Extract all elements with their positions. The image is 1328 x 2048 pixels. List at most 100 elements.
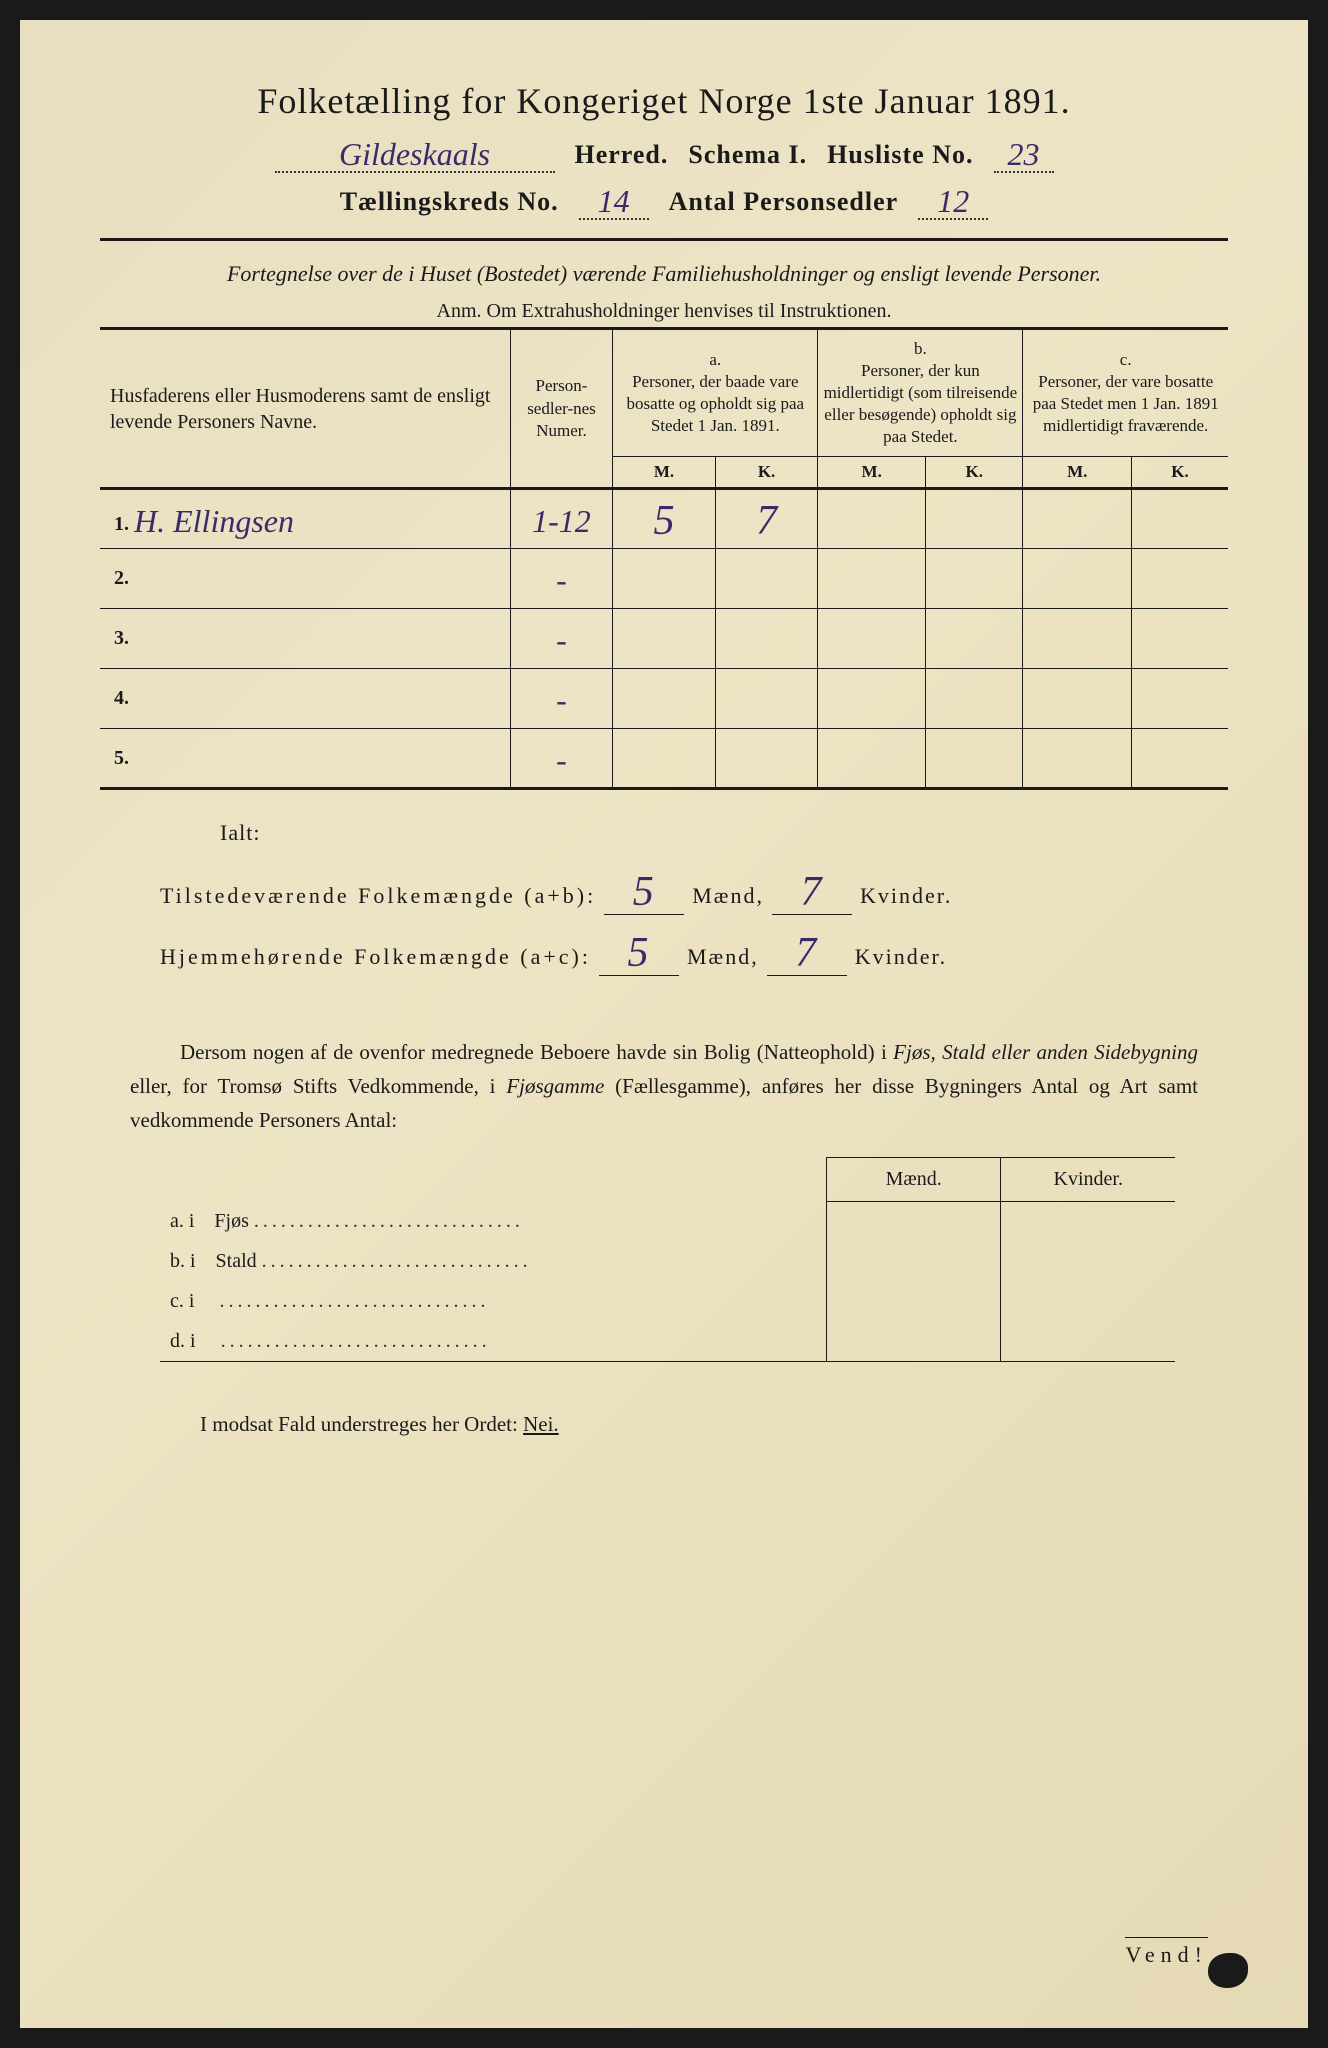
- row-num: 4.: [110, 687, 129, 709]
- row-a-k: 7: [715, 489, 818, 549]
- row-name: H. Ellingsen: [134, 503, 294, 539]
- col-c-label: c.: [1027, 349, 1224, 371]
- secondary-table: Mænd. Kvinder. a. i Fjøs ...............…: [160, 1157, 1175, 1362]
- taellingskreds-label: Tællingskreds No.: [340, 187, 559, 217]
- row-b-k: [926, 729, 1023, 789]
- col-a-m: M.: [613, 457, 716, 489]
- maend-label-2: Mænd,: [687, 944, 759, 970]
- row-num: 2.: [110, 567, 129, 589]
- total1-k-field: 7: [772, 866, 852, 915]
- page-title: Folketælling for Kongeriget Norge 1ste J…: [100, 80, 1228, 122]
- secondary-row: a. i Fjøs ..............................: [160, 1202, 1175, 1242]
- row-b-k: [926, 489, 1023, 549]
- row-name-cell: 2.: [100, 549, 510, 609]
- ialt-label: Ialt:: [220, 820, 1228, 846]
- total2-m-field: 5: [599, 927, 679, 976]
- row-c-m: [1023, 549, 1132, 609]
- sec-maend-cell: [827, 1242, 1001, 1282]
- schema-label: Schema I.: [688, 140, 807, 170]
- row-b-m: [818, 549, 926, 609]
- total1-k: 7: [800, 869, 823, 915]
- row-a-m: [613, 549, 716, 609]
- row-c-k: [1132, 489, 1228, 549]
- total1-m: 5: [633, 869, 656, 915]
- col-a-text: Personer, der baade vare bosatte og opho…: [617, 371, 813, 437]
- sec-label-cell: c. i ..............................: [160, 1282, 827, 1322]
- antal-value: 12: [937, 183, 969, 219]
- sec-kvinder-cell: [1001, 1282, 1175, 1322]
- row-c-k: [1132, 549, 1228, 609]
- row-b-m: [818, 729, 926, 789]
- header-row-1: Gildeskaals Herred. Schema I. Husliste N…: [100, 134, 1228, 173]
- antal-field: 12: [918, 181, 988, 220]
- col-header-numer: Person-sedler-nes Numer.: [510, 328, 613, 489]
- total1-m-field: 5: [604, 866, 684, 915]
- row-num: 5.: [110, 747, 129, 769]
- total2-k: 7: [795, 930, 818, 976]
- taellingskreds-field: 14: [579, 181, 649, 220]
- col-a-label: a.: [617, 349, 813, 371]
- sec-blank-header: [160, 1158, 827, 1202]
- footer-text: I modsat Fald understreges her Ordet:: [200, 1412, 518, 1436]
- sec-maend-cell: [827, 1202, 1001, 1242]
- kvinder-label-2: Kvinder.: [855, 944, 947, 970]
- row-a-m: [613, 669, 716, 729]
- row-b-k: [926, 609, 1023, 669]
- sec-kvinder-cell: [1001, 1322, 1175, 1362]
- header-row-2: Tællingskreds No. 14 Antal Personsedler …: [100, 181, 1228, 220]
- herred-value: Gildeskaals: [339, 136, 490, 172]
- col-a-k: K.: [715, 457, 818, 489]
- sec-maend-cell: [827, 1322, 1001, 1362]
- col-c-text: Personer, der vare bosatte paa Stedet me…: [1027, 371, 1224, 437]
- herred-label: Herred.: [575, 140, 669, 170]
- antal-label: Antal Personsedler: [669, 187, 899, 217]
- row-a-k: [715, 549, 818, 609]
- anm-note: Anm. Om Extrahusholdninger henvises til …: [100, 300, 1228, 323]
- row-c-k: [1132, 609, 1228, 669]
- row-c-m: [1023, 489, 1132, 549]
- col-header-name: Husfaderens eller Husmoderens samt de en…: [100, 328, 510, 489]
- husliste-value: 23: [1008, 136, 1040, 172]
- table-row: 5. -: [100, 729, 1228, 789]
- row-b-k: [926, 669, 1023, 729]
- row-numer: -: [510, 669, 613, 729]
- census-form-page: Folketælling for Kongeriget Norge 1ste J…: [20, 20, 1308, 2028]
- row-a-m: [613, 729, 716, 789]
- row-name-cell: 4.: [100, 669, 510, 729]
- col-b-label: b.: [822, 338, 1018, 360]
- col-header-b: b. Personer, der kun midlertidigt (som t…: [818, 328, 1023, 456]
- maend-label-1: Mænd,: [692, 883, 764, 909]
- row-b-m: [818, 489, 926, 549]
- footer-line: I modsat Fald understreges her Ordet: Ne…: [200, 1412, 1228, 1437]
- table-row: 1. H. Ellingsen1-1257: [100, 489, 1228, 549]
- col-header-c: c. Personer, der vare bosatte paa Stedet…: [1023, 328, 1228, 456]
- kvinder-label-1: Kvinder.: [860, 883, 952, 909]
- sec-label-cell: b. i Stald .............................…: [160, 1242, 827, 1282]
- col-c-k: K.: [1132, 457, 1228, 489]
- row-numer: -: [510, 609, 613, 669]
- row-b-k: [926, 549, 1023, 609]
- ink-blot: [1208, 1953, 1248, 1988]
- col-b-m: M.: [818, 457, 926, 489]
- table-row: 2. -: [100, 549, 1228, 609]
- husliste-field: 23: [994, 134, 1054, 173]
- row-c-k: [1132, 669, 1228, 729]
- nei-word: Nei.: [523, 1412, 559, 1436]
- herred-field: Gildeskaals: [275, 134, 555, 173]
- total-row-2: Hjemmehørende Folkemængde (a+c): 5 Mænd,…: [160, 927, 1228, 976]
- row-c-m: [1023, 609, 1132, 669]
- sec-label-cell: a. i Fjøs ..............................: [160, 1202, 827, 1242]
- row-c-k: [1132, 729, 1228, 789]
- paragraph: Dersom nogen af de ovenfor medregnede Be…: [130, 1036, 1198, 1137]
- row-a-m: 5: [613, 489, 716, 549]
- col-c-m: M.: [1023, 457, 1132, 489]
- row-numer: -: [510, 549, 613, 609]
- total2-m: 5: [627, 930, 650, 976]
- total1-label: Tilstedeværende Folkemængde (a+b):: [160, 883, 596, 909]
- sec-kvinder-cell: [1001, 1242, 1175, 1282]
- total2-label: Hjemmehørende Folkemængde (a+c):: [160, 944, 591, 970]
- sec-maend-header: Mænd.: [827, 1158, 1001, 1202]
- row-name-cell: 5.: [100, 729, 510, 789]
- secondary-row: c. i ..............................: [160, 1282, 1175, 1322]
- total2-k-field: 7: [767, 927, 847, 976]
